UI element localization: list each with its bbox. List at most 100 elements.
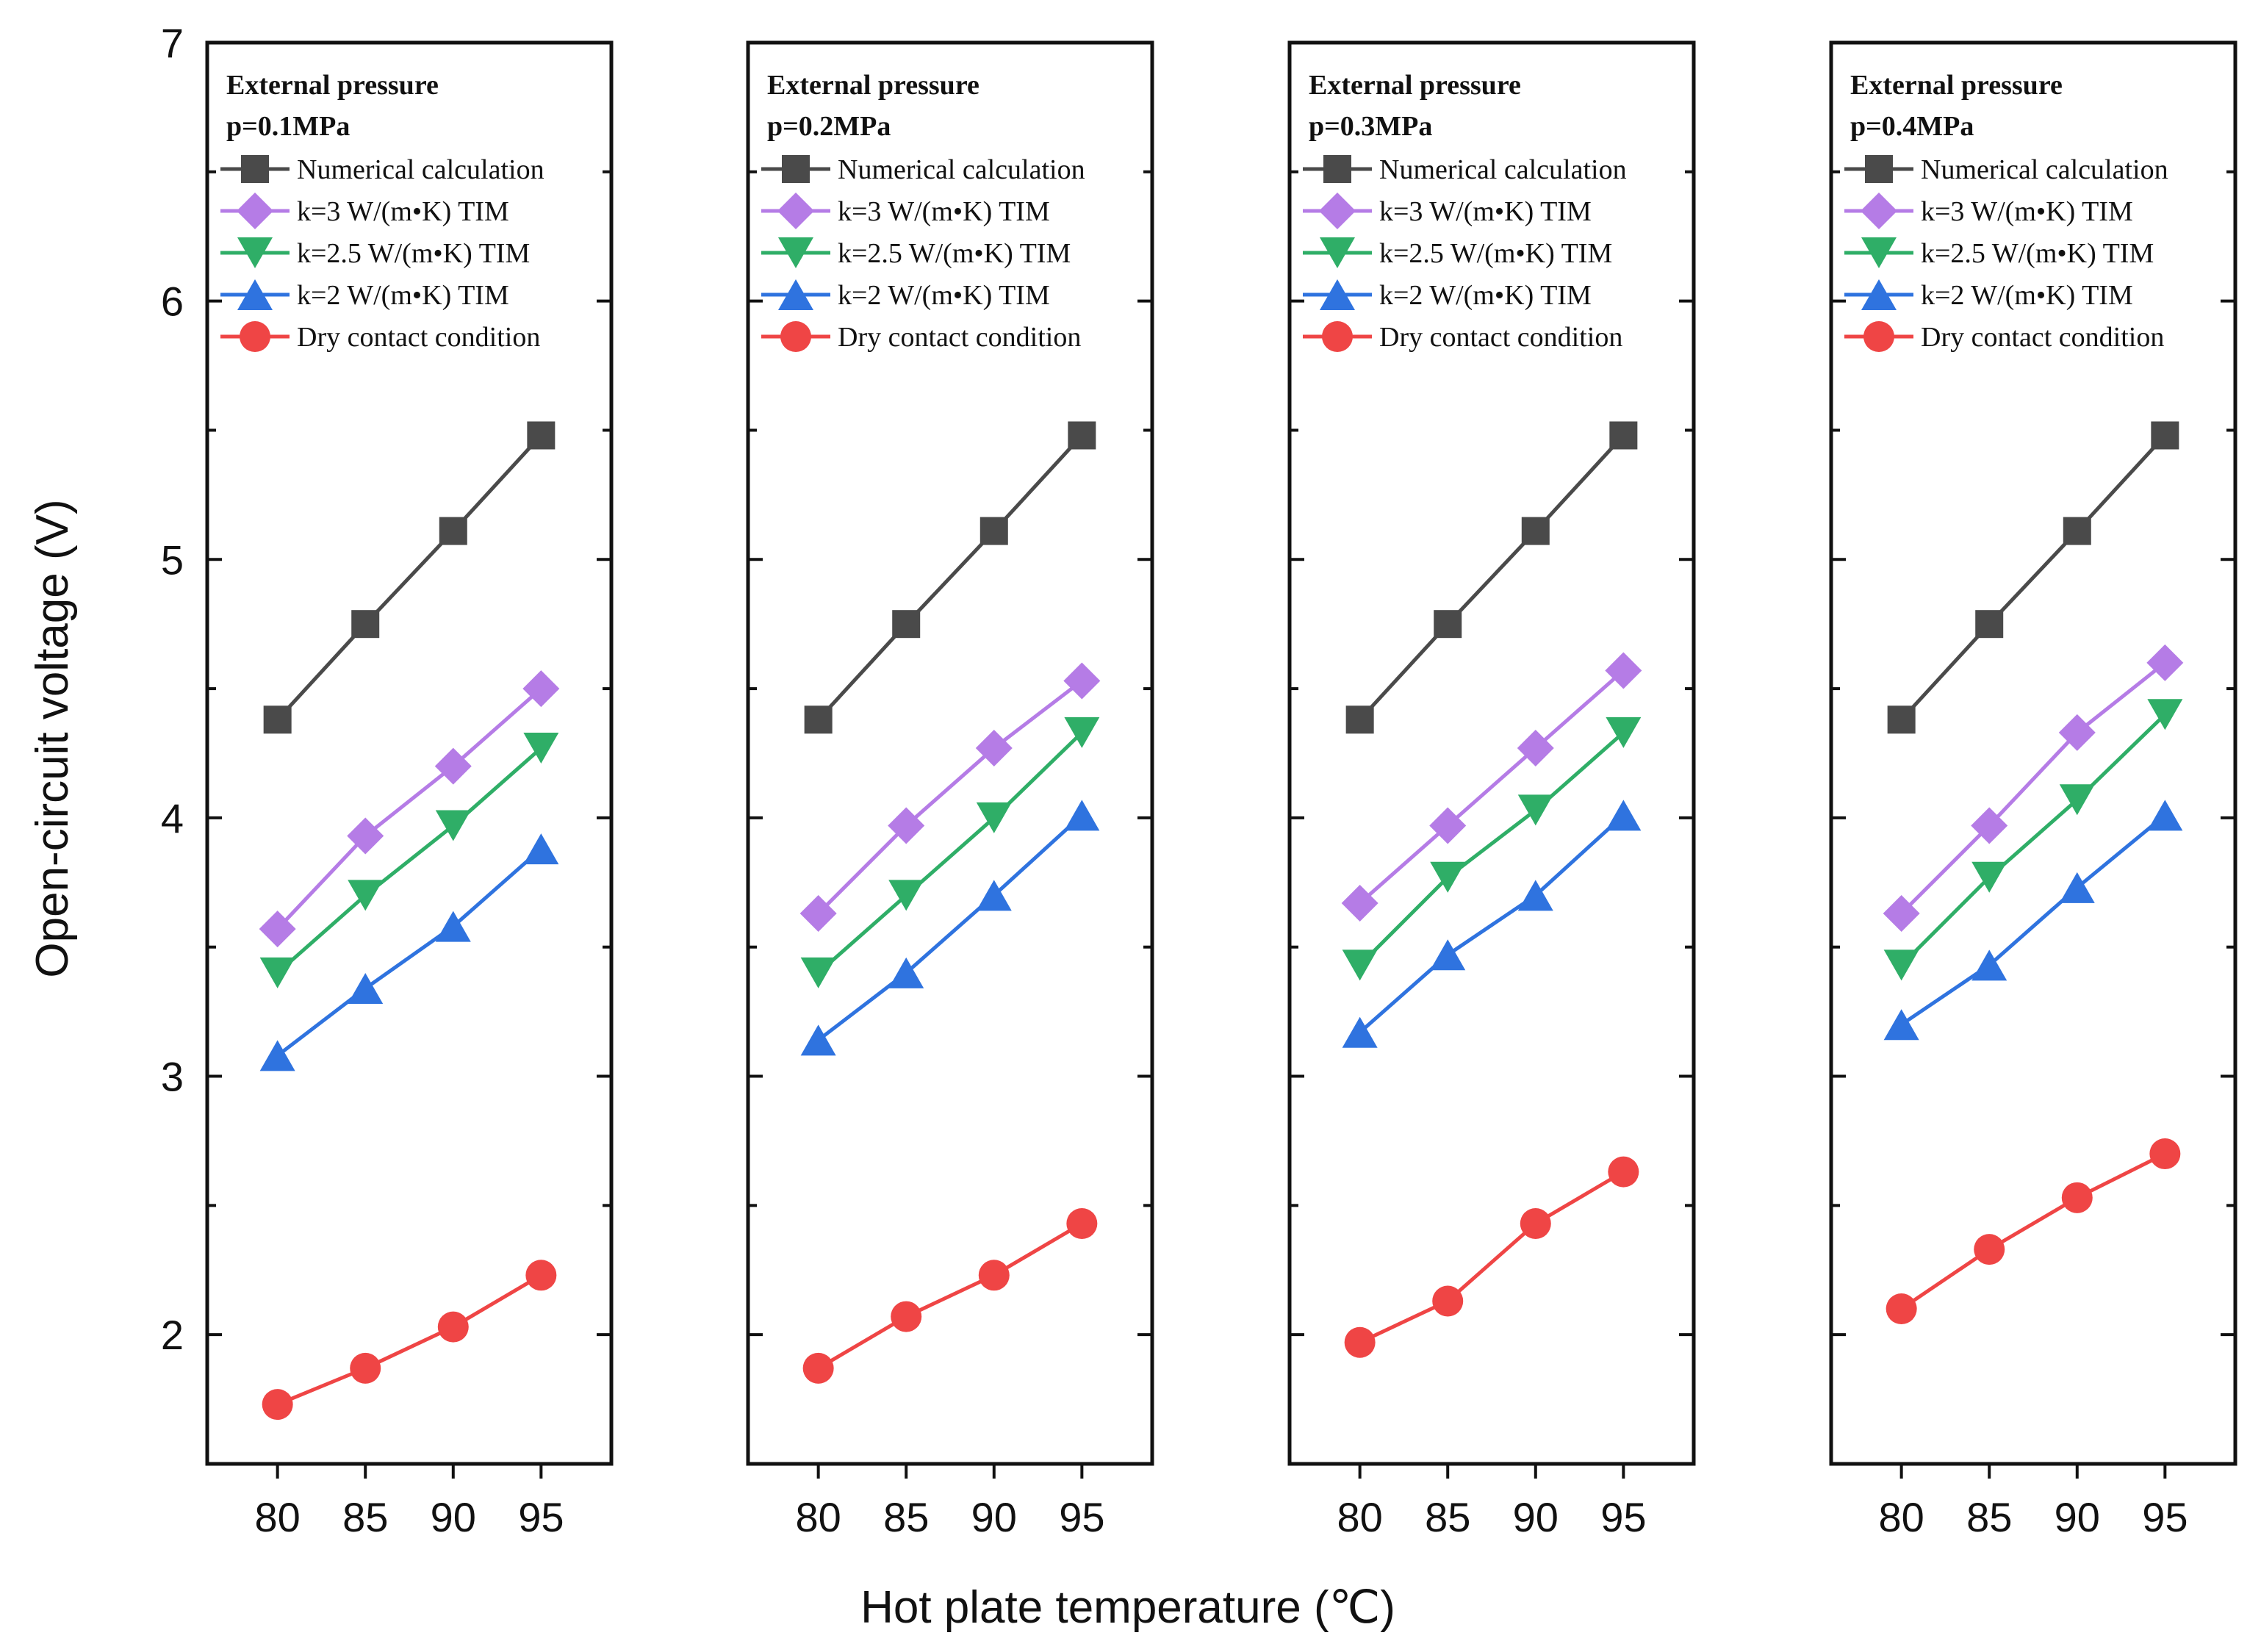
x-axis-title: Hot plate temperature (℃) — [860, 1582, 1395, 1633]
data-point — [1521, 517, 1550, 545]
series-4 — [259, 833, 559, 1071]
legend-marker — [1861, 237, 1897, 268]
legend: External pressure p=0.3MPa Numerical calcu… — [1303, 70, 1627, 353]
plot-frame — [1287, 40, 1696, 1466]
data-point — [802, 1352, 834, 1384]
data-point — [1430, 861, 1466, 893]
legend: External pressure p=0.4MPa Numerical calcu… — [1844, 70, 2168, 353]
data-point — [1974, 1234, 2005, 1265]
data-point — [523, 833, 559, 865]
data-point — [1608, 1156, 1639, 1188]
series-5 — [262, 1260, 557, 1421]
series-line — [816, 434, 1084, 721]
data-point — [1606, 800, 1642, 831]
data-point — [348, 880, 384, 911]
data-point — [2061, 1182, 2093, 1213]
legend-label: k=2.5 W/(m•K) TIM — [297, 238, 530, 269]
x-tick-label: 80 — [255, 1494, 301, 1540]
panel-3: 80 85 90 95 External pressure p=0.3MPa Numeric… — [1287, 40, 1696, 1540]
series-line — [1899, 713, 2167, 967]
data-point — [2058, 714, 2096, 751]
legend-label: k=3 W/(m•K) TIM — [297, 196, 509, 227]
series-line — [1358, 814, 1625, 1034]
x-tick-label: 85 — [1425, 1494, 1470, 1540]
series-2 — [259, 670, 560, 948]
data-point — [262, 1389, 293, 1421]
data-point — [1064, 717, 1100, 748]
data-point — [975, 729, 1013, 766]
plot-frame — [746, 40, 1154, 1466]
series-line — [817, 1221, 1083, 1371]
data-point — [1971, 861, 2007, 893]
data-point — [2147, 699, 2183, 730]
legend-marker — [1319, 193, 1356, 229]
data-point — [804, 705, 833, 734]
x-tick-label: 85 — [883, 1494, 929, 1540]
data-point — [434, 747, 472, 785]
data-point — [800, 1024, 836, 1056]
x-tick-label: 95 — [1600, 1494, 1646, 1540]
series-4 — [800, 800, 1100, 1056]
legend-marker — [1863, 321, 1894, 352]
x-tick-label: 90 — [971, 1494, 1017, 1540]
series-line — [1359, 1170, 1625, 1344]
series-line — [816, 731, 1084, 974]
data-point — [799, 895, 837, 933]
series-1 — [1887, 421, 2179, 734]
legend-label: k=2.5 W/(m•K) TIM — [1379, 238, 1612, 269]
data-point — [350, 1352, 381, 1384]
series-3 — [259, 732, 559, 988]
y-tick-label: 3 — [161, 1054, 184, 1100]
legend-pressure: p=0.3MPa — [1309, 111, 1432, 142]
data-point — [259, 957, 295, 988]
legend-marker — [1323, 155, 1351, 183]
data-point — [1066, 1207, 1098, 1239]
series-line — [276, 1274, 542, 1407]
legend-label: Numerical calculation — [838, 154, 1085, 185]
series-1 — [1345, 421, 1638, 734]
data-point — [259, 911, 296, 948]
series-line — [276, 747, 543, 974]
legend-label: k=3 W/(m•K) TIM — [1379, 196, 1592, 227]
data-point — [1342, 1016, 1378, 1048]
legend-marker — [1865, 155, 1893, 183]
data-point — [1068, 421, 1096, 450]
panel-1: 2 3 4 5 6 7 80 85 90 95 External pressure p=0.1MPa N… — [161, 20, 614, 1540]
series-2 — [799, 662, 1101, 933]
series-line — [816, 679, 1083, 915]
legend-marker — [1320, 237, 1355, 268]
panel-2: 80 85 90 95 External pressure p=0.2MPa Numeric… — [746, 40, 1154, 1540]
data-point — [348, 972, 384, 1004]
series-line — [276, 687, 543, 930]
data-point — [979, 517, 1008, 545]
legend-label: k=2 W/(m•K) TIM — [838, 280, 1050, 311]
y-tick-label: 6 — [161, 279, 184, 325]
legend-pressure: p=0.4MPa — [1850, 111, 1974, 142]
legend-label: Numerical calculation — [297, 154, 544, 185]
series-1 — [804, 421, 1096, 734]
data-point — [1886, 1293, 1917, 1325]
legend-label: Dry contact condition — [1379, 322, 1622, 353]
legend-label: Numerical calculation — [1379, 154, 1627, 185]
data-point — [1344, 1326, 1376, 1358]
series-2 — [1883, 644, 2184, 933]
data-point — [1517, 729, 1554, 766]
series-4 — [1342, 800, 1642, 1048]
data-point — [1606, 717, 1642, 748]
data-point — [892, 610, 921, 639]
data-point — [1434, 610, 1462, 639]
data-point — [1883, 949, 1919, 981]
data-point — [351, 610, 380, 639]
data-point — [1430, 939, 1466, 971]
series-2 — [1341, 652, 1642, 922]
x-tick-label: 80 — [796, 1494, 841, 1540]
x-tick-label: 90 — [431, 1494, 476, 1540]
data-point — [522, 670, 560, 708]
series-line — [276, 434, 543, 721]
data-point — [437, 1311, 469, 1343]
y-axis-title: Open-circuit voltage (V) — [27, 499, 78, 977]
legend-marker — [237, 279, 273, 310]
data-point — [527, 421, 556, 450]
x-tick-label: 95 — [1059, 1494, 1104, 1540]
data-point — [888, 807, 925, 844]
